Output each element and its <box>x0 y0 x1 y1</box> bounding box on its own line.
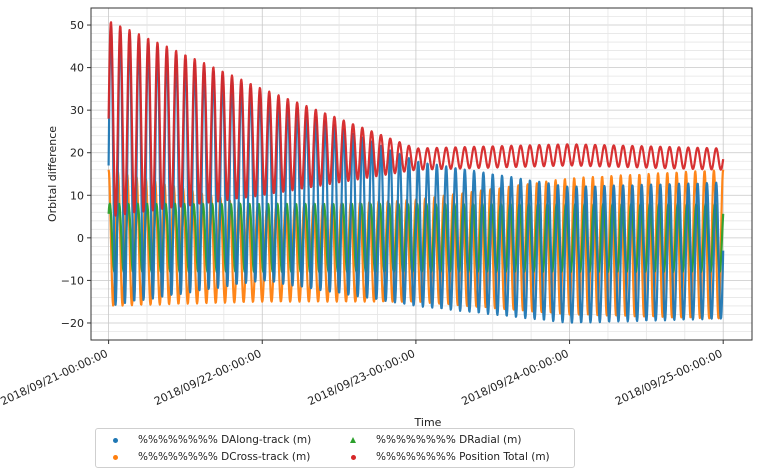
y-tick-label: 10 <box>70 189 84 202</box>
y-tick-label: 50 <box>70 19 84 32</box>
y-tick-label: 40 <box>70 62 84 75</box>
y-axis: −20 −10 0 10 20 30 40 50 <box>61 19 91 330</box>
series-layer <box>107 21 725 324</box>
legend-label: %%%%%%%% DCross-track (m) <box>138 451 311 463</box>
legend-marker-dot-icon <box>106 437 124 443</box>
series-position-total-m <box>107 21 725 217</box>
x-axis-title: Time <box>414 416 442 429</box>
legend-label: %%%%%%%% DAlong-track (m) <box>138 434 312 446</box>
legend-item-along-track: %%%%%%%% DAlong-track (m) <box>106 434 311 446</box>
legend-marker-dot-icon <box>344 454 362 460</box>
legend-item-position-total: %%%%%%%% Position Total (m) <box>344 451 550 463</box>
legend-label: %%%%%%%% DRadial (m) <box>376 434 522 446</box>
x-tick-label: 2018/09/24-00:00:00 <box>459 347 570 408</box>
y-tick-label: −20 <box>61 317 84 330</box>
y-tick-label: 30 <box>70 104 84 117</box>
x-tick-label: 2018/09/25-00:00:00 <box>613 347 724 408</box>
y-axis-title: Orbital difference <box>46 126 59 222</box>
legend-item-cross-track: %%%%%%%% DCross-track (m) <box>106 451 310 463</box>
legend-marker-triangle-icon <box>344 437 362 443</box>
legend-item-radial: %%%%%%%% DRadial (m) <box>344 434 521 446</box>
x-axis: 2018/09/21-00:00:00 2018/09/22-00:00:00 20… <box>0 340 724 408</box>
plot-frame <box>90 7 753 341</box>
legend-marker-dot-icon <box>106 454 124 460</box>
x-tick-label: 2018/09/22-00:00:00 <box>152 347 263 408</box>
legend-label: %%%%%%%% Position Total (m) <box>376 451 550 463</box>
legend: %%%%%%%% DAlong-track (m) %%%%%%%% DRadi… <box>95 428 575 468</box>
x-tick-label: 2018/09/21-00:00:00 <box>0 347 110 408</box>
series-line <box>107 21 725 217</box>
y-tick-label: 0 <box>77 232 84 245</box>
x-tick-label: 2018/09/23-00:00:00 <box>306 347 417 408</box>
y-tick-label: −10 <box>61 274 84 287</box>
y-tick-label: 20 <box>70 147 84 160</box>
